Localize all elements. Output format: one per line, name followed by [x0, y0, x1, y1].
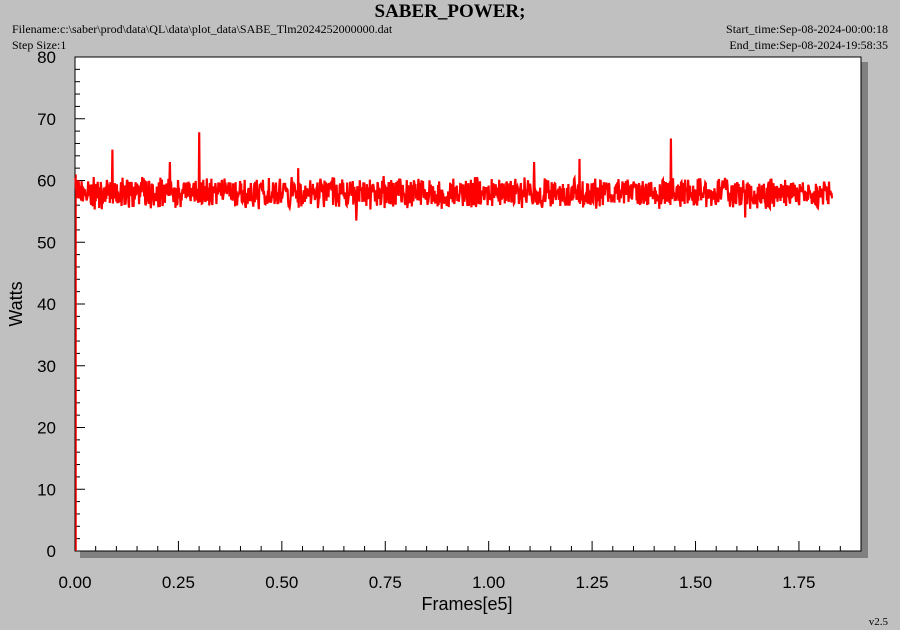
x-tick-label: 1.50 — [679, 573, 712, 592]
x-axis-title: Frames[e5] — [421, 594, 512, 614]
step-size-label: Step Size:1 — [12, 38, 67, 52]
power-series-line — [74, 132, 834, 221]
version-label: v2.5 — [868, 616, 888, 628]
y-tick-label: 70 — [37, 110, 56, 129]
start-time-label: Start_time:Sep-08-2024-00:00:18 — [726, 22, 888, 36]
y-tick-label: 0 — [47, 542, 56, 561]
axis-ticks — [74, 56, 841, 552]
y-axis-title: Watts — [6, 281, 26, 326]
tick-labels: 0 10 20 30 40 50 60 70 80 0.00 0.25 0.50 0.75 1.00 1.2… — [37, 48, 815, 592]
y-tick-label: 30 — [37, 357, 56, 376]
series-group — [74, 132, 834, 551]
chart-title: SABER_POWER; — [374, 1, 526, 22]
end-time-label: End_time:Sep-08-2024-19:58:35 — [729, 38, 888, 52]
x-tick-label: 0.25 — [162, 573, 195, 592]
x-tick-label: 0.75 — [369, 573, 402, 592]
x-tick-label: 1.75 — [782, 573, 815, 592]
y-tick-label: 60 — [37, 172, 56, 191]
x-tick-label: 1.00 — [472, 573, 505, 592]
y-tick-label: 10 — [37, 480, 56, 499]
x-tick-label: 0.50 — [265, 573, 298, 592]
y-tick-label: 20 — [37, 419, 56, 438]
filename-label: Filename:c:\saber\prod\data\QL\data\plot… — [12, 22, 393, 36]
plot-area — [74, 56, 862, 552]
y-tick-label: 50 — [37, 233, 56, 252]
y-tick-label: 80 — [37, 48, 56, 67]
y-tick-label: 40 — [37, 295, 56, 314]
x-tick-label: 0.00 — [58, 573, 91, 592]
x-tick-label: 1.25 — [576, 573, 609, 592]
